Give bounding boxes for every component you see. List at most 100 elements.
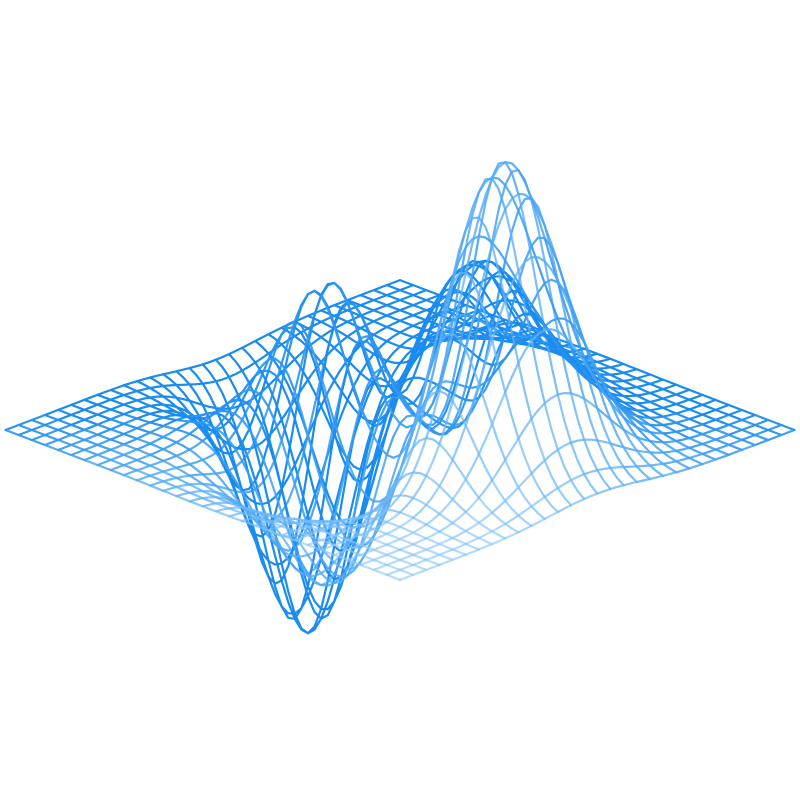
grid-line-u bbox=[280, 383, 323, 517]
grid-line-u bbox=[122, 403, 165, 416]
grid-line-u bbox=[714, 443, 757, 461]
grid-line-u bbox=[648, 446, 691, 454]
grid-line-u bbox=[569, 438, 612, 445]
grid-line-v bbox=[306, 525, 349, 541]
grid-line-u bbox=[372, 553, 415, 571]
grid-line-v bbox=[346, 300, 388, 374]
grid-line-v bbox=[122, 384, 165, 406]
grid-line-v bbox=[385, 553, 428, 571]
grid-line-u bbox=[398, 294, 441, 388]
grid-line-v bbox=[385, 471, 428, 498]
grid-line-v bbox=[280, 534, 323, 552]
grid-line-u bbox=[359, 279, 402, 297]
grid-line-v bbox=[569, 392, 612, 491]
grid-line-u bbox=[346, 543, 388, 561]
grid-line-u bbox=[754, 428, 796, 447]
grid-line-u bbox=[149, 474, 191, 487]
grid-line-v bbox=[122, 474, 165, 492]
grid-line-v bbox=[596, 352, 638, 371]
grid-line-u bbox=[622, 416, 665, 435]
grid-line-v bbox=[675, 412, 717, 431]
grid-line-v bbox=[556, 338, 599, 355]
grid-line-v bbox=[227, 501, 270, 517]
grid-line-u bbox=[254, 326, 296, 393]
grid-line-v bbox=[135, 469, 178, 489]
grid-line-v bbox=[675, 383, 717, 401]
grid-line-u bbox=[412, 282, 454, 448]
grid-line-u bbox=[675, 458, 717, 474]
grid-line-u bbox=[96, 417, 139, 436]
grid-line-u bbox=[385, 558, 428, 576]
grid-line-v bbox=[727, 423, 770, 442]
grid-line-u bbox=[556, 344, 599, 388]
grid-line-v bbox=[372, 494, 415, 512]
grid-line-u bbox=[425, 542, 467, 561]
grid-line-u bbox=[398, 563, 441, 581]
grid-line-v bbox=[254, 516, 296, 532]
grid-line-v bbox=[201, 482, 244, 508]
grid-line-v bbox=[596, 407, 638, 484]
grid-line-v bbox=[714, 428, 757, 447]
grid-line-v bbox=[398, 376, 441, 388]
grid-line-v bbox=[175, 485, 217, 505]
grid-line-v bbox=[201, 391, 244, 420]
grid-line-u bbox=[201, 346, 244, 366]
grid-line-u bbox=[530, 256, 573, 311]
grid-line-v bbox=[320, 548, 362, 566]
grid-line-u bbox=[122, 424, 165, 446]
grid-line-u bbox=[635, 412, 678, 419]
grid-line-v bbox=[451, 216, 494, 280]
grid-line-u bbox=[109, 453, 152, 472]
grid-line-u bbox=[517, 192, 559, 264]
grid-line-u bbox=[359, 340, 402, 399]
grid-line-u bbox=[162, 482, 204, 492]
grid-line-u bbox=[661, 452, 704, 465]
grid-line-u bbox=[688, 433, 730, 449]
grid-line-u bbox=[43, 428, 86, 447]
grid-line-v bbox=[609, 392, 651, 419]
grid-line-u bbox=[188, 469, 231, 477]
grid-line-v bbox=[293, 561, 336, 577]
grid-line-u bbox=[385, 437, 428, 511]
grid-line-v bbox=[491, 479, 533, 527]
grid-line-u bbox=[451, 176, 494, 285]
grid-line-u bbox=[464, 293, 507, 402]
grid-line-v bbox=[214, 358, 257, 448]
grid-line-v bbox=[83, 428, 125, 446]
grid-line-v bbox=[162, 459, 204, 485]
grid-line-v bbox=[201, 505, 244, 523]
grid-line-u bbox=[109, 396, 152, 411]
grid-line-u bbox=[569, 358, 612, 383]
grid-line-v bbox=[648, 391, 691, 411]
grid-line-v bbox=[609, 373, 651, 395]
grid-line-u bbox=[43, 398, 86, 417]
grid-line-u bbox=[96, 448, 139, 467]
grid-line-u bbox=[675, 428, 717, 443]
grid-line-u bbox=[320, 533, 362, 552]
grid-line-v bbox=[385, 284, 428, 302]
grid-line-u bbox=[320, 405, 362, 560]
grid-line-v bbox=[425, 474, 467, 514]
grid-line-v bbox=[333, 346, 375, 385]
grid-line-v bbox=[188, 483, 231, 504]
grid-line-u bbox=[517, 301, 559, 355]
grid-line-v bbox=[122, 413, 165, 428]
grid-line-v bbox=[372, 558, 415, 576]
grid-line-v bbox=[438, 384, 480, 402]
grid-line-v bbox=[17, 423, 60, 442]
grid-line-v bbox=[254, 417, 296, 538]
grid-line-v bbox=[464, 292, 507, 336]
grid-line-u bbox=[135, 428, 178, 451]
grid-line-v bbox=[661, 415, 704, 436]
grid-line-u bbox=[333, 538, 375, 556]
grid-line-v bbox=[175, 405, 217, 431]
grid-line-v bbox=[622, 371, 665, 391]
grid-line-v bbox=[57, 438, 99, 456]
grid-line-u bbox=[504, 329, 546, 394]
grid-line-u bbox=[464, 161, 507, 274]
grid-line-v bbox=[162, 424, 204, 443]
grid-line-u bbox=[425, 398, 467, 436]
grid-line-u bbox=[372, 284, 415, 302]
grid-line-v bbox=[267, 514, 309, 528]
grid-line-v bbox=[149, 464, 191, 486]
